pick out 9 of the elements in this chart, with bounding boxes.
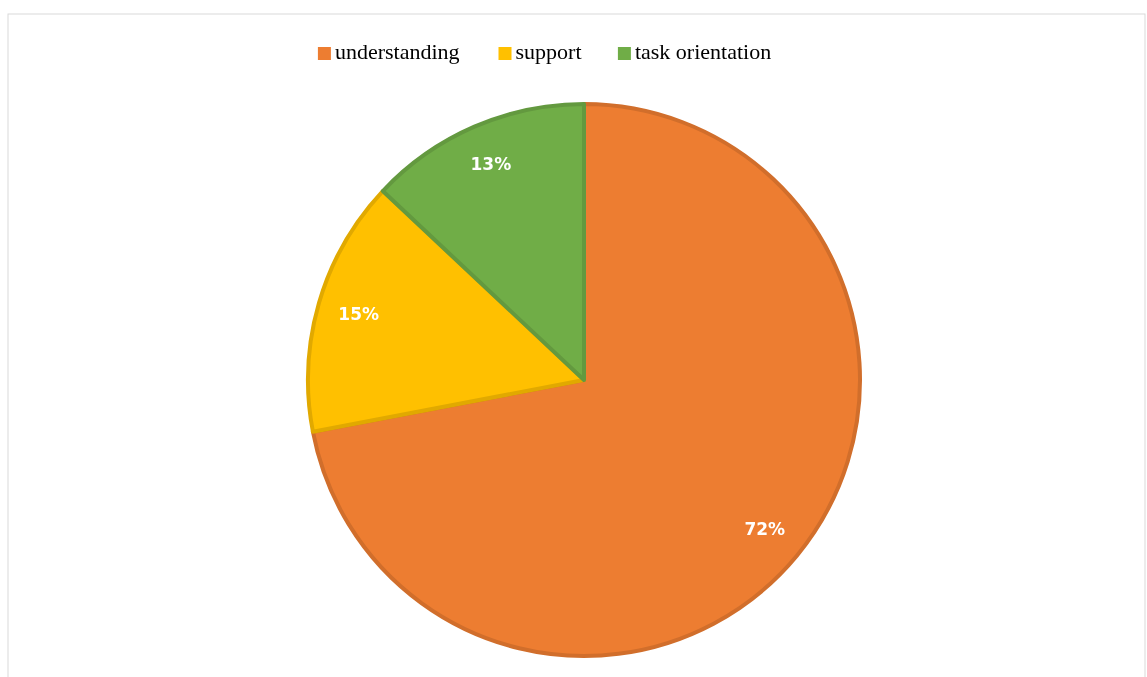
data-label: 15% [338, 303, 380, 324]
legend-label: task orientation [634, 39, 772, 65]
legend-label: understanding [334, 39, 460, 65]
pie-slice [310, 102, 862, 658]
pie-slice [306, 189, 586, 434]
legend-label: support [515, 39, 582, 65]
data-label: 72% [744, 518, 786, 539]
pie-slice [380, 102, 586, 382]
data-label: 13% [470, 153, 512, 174]
